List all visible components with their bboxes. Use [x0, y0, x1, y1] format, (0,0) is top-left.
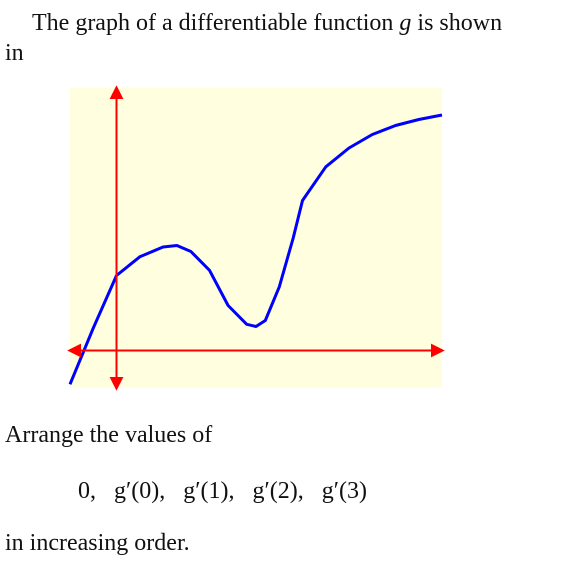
prompt: Arrange the values of — [5, 422, 213, 448]
graph — [67, 85, 445, 391]
intro-text: is shown in — [5, 10, 503, 66]
value-item: g′(0), — [114, 478, 166, 504]
value-item: g′(2), — [252, 478, 304, 504]
value-list: 0, g′(0), g′(1), g′(2), g′(3) — [78, 476, 385, 506]
intro-text: The graph of a differentiable function — [32, 10, 394, 36]
closing: in increasing order. — [5, 530, 190, 556]
plot-background — [70, 88, 442, 388]
intro-var: g — [399, 10, 412, 36]
value-item: 0, — [78, 478, 96, 504]
intro: The graph of a differentiable function g… — [5, 8, 515, 68]
value-item: g′(3) — [321, 478, 367, 504]
curve — [68, 113, 443, 385]
value-item: g′(1), — [183, 478, 235, 504]
